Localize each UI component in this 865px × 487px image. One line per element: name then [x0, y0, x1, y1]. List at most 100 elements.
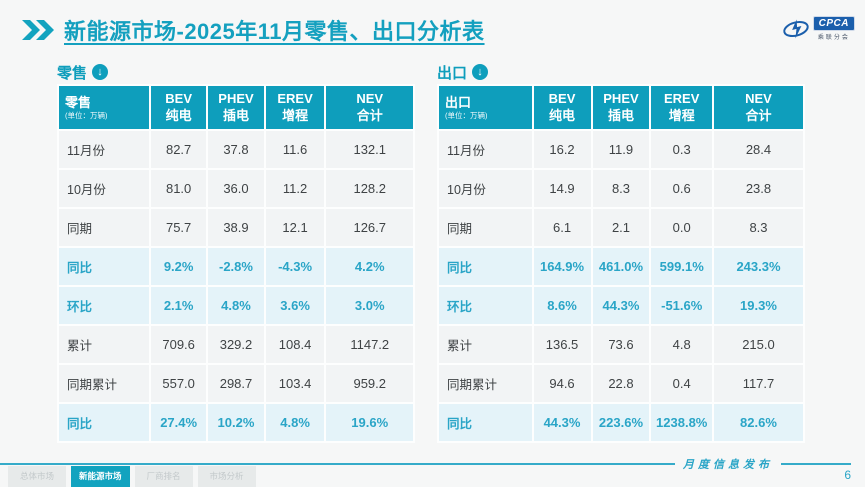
cell-value: 223.6% [592, 404, 650, 441]
table-row: 累计 709.6 329.2 108.4 1147.2 [59, 326, 413, 363]
cell-value: 22.8 [592, 365, 650, 402]
cell-value: 0.4 [651, 365, 712, 402]
footer-tab-总体市场[interactable]: 总体市场 [8, 466, 66, 487]
cell-value: 94.6 [533, 365, 591, 402]
cell-value: 3.6% [265, 287, 325, 324]
cell-value: 36.0 [208, 170, 264, 207]
cell-value: 132.1 [326, 131, 413, 168]
header: 新能源市场-2025年11月零售、出口分析表 [22, 14, 485, 46]
cell-value: 8.3 [713, 209, 803, 246]
table-row: 同比 44.3% 223.6% 1238.8% 82.6% [439, 404, 803, 441]
cell-value: 28.4 [713, 131, 803, 168]
footer-note: 月度信息发布 [683, 459, 773, 471]
row-label: 同比 [59, 248, 149, 285]
cell-value: 108.4 [265, 326, 325, 363]
row-label: 环比 [439, 287, 532, 324]
row-label: 累计 [439, 326, 532, 363]
export-column-header-phev: PHEV 插电 [592, 86, 650, 129]
footer-rule: 月度信息发布 [0, 458, 865, 471]
page-title: 新能源市场-2025年11月零售、出口分析表 [64, 19, 485, 44]
cell-value: 0.0 [651, 209, 712, 246]
row-label: 同比 [439, 404, 532, 441]
table-row: 10月份 81.0 36.0 11.2 128.2 [59, 170, 413, 207]
cell-value: 136.5 [533, 326, 591, 363]
cell-value: 117.7 [713, 365, 803, 402]
cell-value: 164.9% [533, 248, 591, 285]
cell-value: -4.3% [265, 248, 325, 285]
cell-value: 10.2% [208, 404, 264, 441]
retail-column-header-phev: PHEV 插电 [208, 86, 264, 129]
cell-value: 81.0 [150, 170, 207, 207]
cell-value: 4.8% [265, 404, 325, 441]
footer-tab-bar: 总体市场 新能源市场 厂商排名 市场分析 [8, 466, 256, 487]
retail-column-header-erev: EREV 增程 [265, 86, 325, 129]
row-label: 同期累计 [59, 365, 149, 402]
cell-value: 23.8 [713, 170, 803, 207]
cell-value: 14.9 [533, 170, 591, 207]
export-section: 出口 ↓ 出口 (单位：万辆) BEV 纯电 PHEV 插电 EREV 增程 NEV 合计 11月份… [437, 60, 805, 443]
cell-value: 0.6 [651, 170, 712, 207]
table-row: 同比 9.2% -2.8% -4.3% 4.2% [59, 248, 413, 285]
cell-value: 2.1% [150, 287, 207, 324]
cell-value: 9.2% [150, 248, 207, 285]
cell-value: 8.6% [533, 287, 591, 324]
footer-tab-市场分析[interactable]: 市场分析 [197, 466, 256, 487]
export-column-header-nev: NEV 合计 [713, 86, 803, 129]
footer-tab-厂商排名[interactable]: 厂商排名 [134, 466, 193, 487]
table-row: 同期 6.1 2.1 0.0 8.3 [439, 209, 803, 246]
cell-value: 37.8 [208, 131, 264, 168]
cell-value: 4.8 [651, 326, 712, 363]
table-row: 11月份 16.2 11.9 0.3 28.4 [439, 131, 803, 168]
table-row: 11月份 82.7 37.8 11.6 132.1 [59, 131, 413, 168]
row-label: 11月份 [59, 131, 149, 168]
row-label: 10月份 [439, 170, 532, 207]
cell-value: -2.8% [208, 248, 264, 285]
cell-value: 243.3% [713, 248, 803, 285]
export-section-label: 出口 ↓ [437, 60, 805, 84]
cell-value: 1147.2 [326, 326, 413, 363]
export-corner-header: 出口 (单位：万辆) [439, 86, 532, 129]
footer-tab-新能源市场[interactable]: 新能源市场 [71, 466, 130, 487]
table-row: 10月份 14.9 8.3 0.6 23.8 [439, 170, 803, 207]
table-row: 累计 136.5 73.6 4.8 215.0 [439, 326, 803, 363]
cell-value: 6.1 [533, 209, 591, 246]
cell-value: 27.4% [150, 404, 207, 441]
table-row: 同期 75.7 38.9 12.1 126.7 [59, 209, 413, 246]
row-label: 11月份 [439, 131, 532, 168]
table-row: 同期累计 94.6 22.8 0.4 117.7 [439, 365, 803, 402]
retail-column-header-nev: NEV 合计 [326, 86, 413, 129]
cell-value: 11.6 [265, 131, 325, 168]
export-section-title: 出口 [437, 64, 468, 82]
cell-value: 0.3 [651, 131, 712, 168]
cell-value: 128.2 [326, 170, 413, 207]
circle-down-arrow-icon: ↓ [472, 64, 489, 80]
cell-value: 4.2% [326, 248, 413, 285]
export-column-header-bev: BEV 纯电 [533, 86, 591, 129]
cell-value: 126.7 [326, 209, 413, 246]
cell-value: 82.7 [150, 131, 207, 168]
row-label: 同比 [59, 404, 149, 441]
footer-rule-left [0, 463, 675, 465]
cell-value: 599.1% [651, 248, 712, 285]
row-label: 同期 [439, 209, 532, 246]
cell-value: 12.1 [265, 209, 325, 246]
cpca-logo-swoosh-icon [782, 19, 809, 38]
cell-value: 329.2 [208, 326, 264, 363]
table-row: 同比 164.9% 461.0% 599.1% 243.3% [439, 248, 803, 285]
cell-value: 38.9 [208, 209, 264, 246]
retail-column-header-bev: BEV 纯电 [150, 86, 207, 129]
retail-corner-header: 零售 (单位：万辆) [59, 86, 149, 129]
cell-value: 19.6% [326, 404, 413, 441]
double-chevron-right-icon [22, 20, 56, 40]
cell-value: 73.6 [592, 326, 650, 363]
table-row: 同期累计 557.0 298.7 103.4 959.2 [59, 365, 413, 402]
cpca-logo-acronym: CPCA [812, 16, 855, 31]
table-row: 同比 27.4% 10.2% 4.8% 19.6% [59, 404, 413, 441]
cell-value: 4.8% [208, 287, 264, 324]
cell-value: 103.4 [265, 365, 325, 402]
cell-value: 2.1 [592, 209, 650, 246]
circle-down-arrow-icon: ↓ [92, 64, 109, 80]
row-label: 环比 [59, 287, 149, 324]
export-table: 出口 (单位：万辆) BEV 纯电 PHEV 插电 EREV 增程 NEV 合计 11月份 16.2 1… [437, 84, 805, 443]
cell-value: 11.2 [265, 170, 325, 207]
